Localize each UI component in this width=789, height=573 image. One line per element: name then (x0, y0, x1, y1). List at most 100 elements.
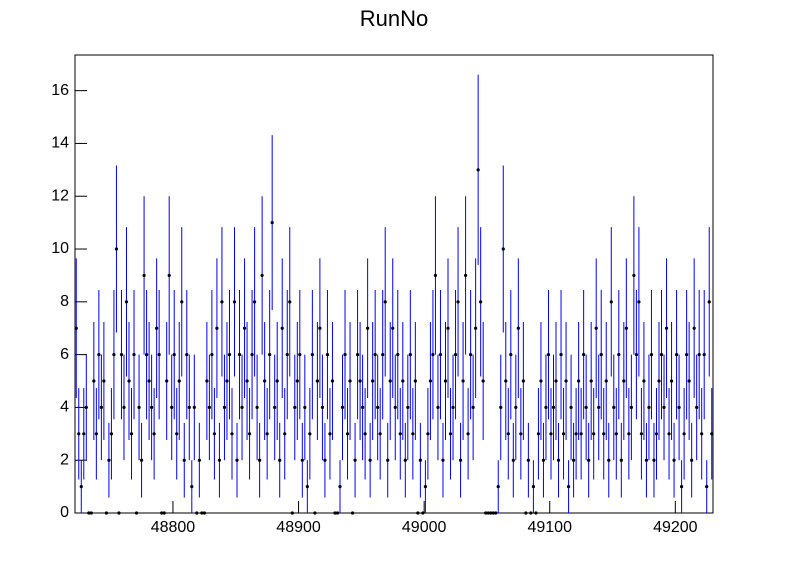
data-point (406, 405, 410, 410)
data-point (278, 458, 282, 462)
data-point (667, 432, 671, 436)
data-point (263, 379, 267, 383)
data-point (705, 485, 709, 489)
data-point (556, 458, 561, 462)
data-point (448, 432, 453, 436)
data-point (582, 353, 586, 357)
data-point (177, 379, 181, 383)
data-point (300, 458, 304, 462)
data-point (597, 405, 601, 410)
data-point (242, 326, 247, 330)
data-point (669, 379, 674, 383)
data-point (604, 379, 608, 383)
data-point (318, 326, 322, 330)
data-point (559, 353, 563, 357)
data-point (187, 405, 191, 410)
data-point (408, 353, 412, 357)
data-point (680, 485, 684, 489)
data-point (338, 485, 342, 489)
data-point (303, 405, 307, 410)
data-point (124, 300, 129, 304)
data-point (315, 379, 319, 383)
data-point (614, 432, 618, 436)
data-point (255, 405, 259, 410)
data-point (330, 379, 335, 383)
data-point (627, 432, 631, 436)
data-point (634, 353, 638, 357)
data-point (363, 432, 367, 436)
data-point (237, 353, 242, 357)
data-point (84, 405, 88, 410)
data-point (624, 326, 628, 330)
data-point (509, 353, 513, 357)
data-point (170, 405, 174, 410)
data-point (94, 432, 98, 436)
data-point (702, 353, 706, 357)
data-point (609, 300, 613, 304)
plot-frame (74, 54, 714, 514)
data-point (622, 379, 626, 383)
data-point (132, 353, 136, 357)
data-point (423, 485, 427, 489)
data-point (546, 353, 551, 357)
data-point (612, 405, 616, 410)
data-point (345, 432, 350, 436)
data-point (544, 405, 548, 410)
data-point (551, 405, 556, 410)
data-point (433, 273, 438, 278)
data-point (265, 432, 269, 436)
x-tick-label: 49100 (527, 519, 572, 536)
data-point (541, 458, 546, 462)
data-point (481, 379, 485, 383)
data-point (695, 405, 699, 410)
data-point (554, 379, 558, 383)
data-point (534, 511, 538, 515)
data-point (403, 458, 407, 462)
data-point (421, 511, 425, 515)
data-point (335, 511, 340, 515)
data-point (127, 379, 131, 383)
y-tick-label: 14 (51, 135, 69, 152)
data-point (240, 405, 244, 410)
data-point (564, 379, 568, 383)
data-point (333, 511, 337, 515)
data-point (574, 432, 578, 436)
data-point (225, 379, 229, 383)
data-point (446, 326, 450, 330)
data-point (677, 405, 681, 410)
data-point (268, 353, 272, 357)
data-point (175, 432, 179, 436)
data-point (92, 379, 96, 383)
data-point (466, 432, 470, 436)
data-point (222, 405, 227, 410)
data-point (89, 511, 93, 515)
data-point (536, 432, 541, 436)
x-tick-label: 48800 (151, 519, 196, 536)
data-point (308, 432, 312, 436)
data-point (687, 379, 691, 383)
y-tick-label: 12 (51, 187, 69, 204)
data-point (190, 485, 194, 489)
data-point (479, 300, 483, 304)
data-point (657, 379, 661, 383)
data-point (195, 511, 199, 515)
data-point (378, 432, 382, 436)
data-point (451, 405, 455, 410)
data-point (247, 432, 252, 436)
data-point (109, 432, 114, 436)
data-point (491, 511, 495, 515)
data-point (366, 326, 370, 330)
data-point (348, 379, 352, 383)
data-point (197, 458, 201, 462)
data-point (659, 353, 664, 357)
data-point (594, 326, 598, 330)
data-point (290, 511, 294, 515)
data-point (270, 221, 274, 225)
data-point (192, 405, 196, 410)
data-point (160, 511, 164, 515)
data-point (162, 511, 166, 515)
data-point (501, 247, 505, 251)
data-point (207, 405, 211, 410)
data-point (654, 432, 659, 436)
